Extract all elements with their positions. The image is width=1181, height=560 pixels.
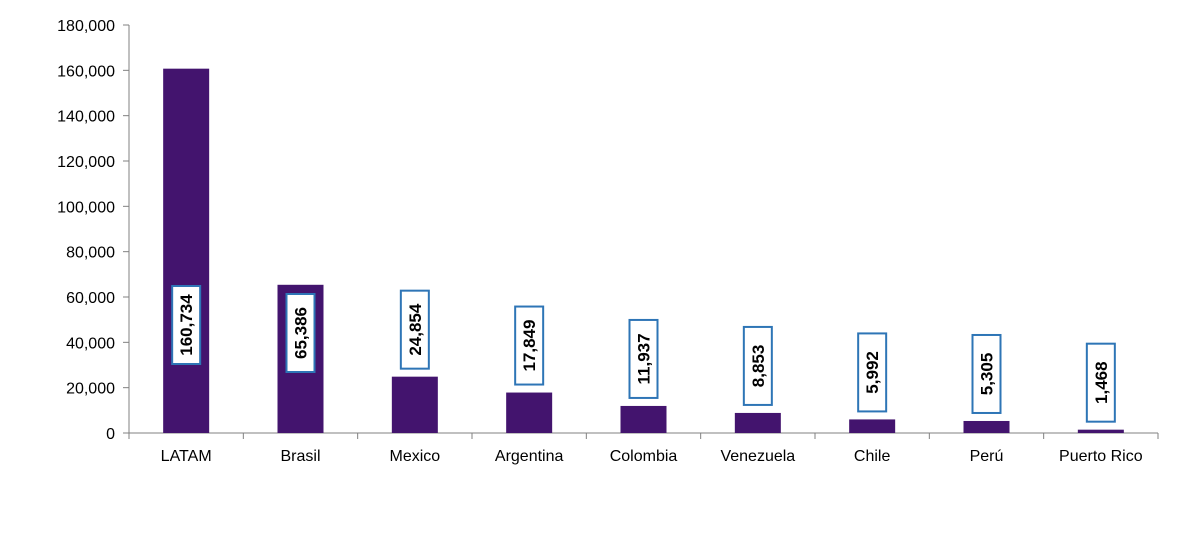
x-tick-label: LATAM (161, 448, 212, 465)
data-label: 65,386 (292, 307, 311, 359)
x-tick-label: Colombia (610, 448, 678, 465)
y-tick-label: 60,000 (66, 290, 115, 307)
data-label: 160,734 (177, 294, 196, 356)
data-label: 17,849 (520, 320, 539, 372)
data-label: 5,992 (863, 351, 882, 394)
bar (963, 420, 1010, 433)
data-label-box (1085, 342, 1116, 423)
data-label-box (399, 289, 430, 370)
y-tick-label: 180,000 (57, 18, 115, 35)
x-tick-label: Brasil (280, 448, 320, 465)
data-labels: 160,734 65,386 24,854 17,849 11,937 8,853 5,99… (171, 285, 1116, 423)
data-label-box (742, 325, 773, 406)
bar (849, 419, 896, 433)
y-axis: 0 20,000 40,000 60,000 80,000 100,000 120,000 1… (57, 18, 130, 443)
bar (734, 412, 781, 433)
x-axis: LATAM Brasil Mexico Argentina Colombia Venezu… (128, 432, 1159, 465)
x-tick-label: Puerto Rico (1059, 448, 1143, 465)
bar (163, 68, 210, 433)
y-tick-label: 20,000 (66, 381, 115, 398)
y-tick-label: 140,000 (57, 109, 115, 126)
bar (506, 392, 553, 433)
data-label-box (171, 285, 202, 365)
y-tick-label: 100,000 (57, 199, 115, 216)
data-label-box (514, 305, 545, 386)
x-tick-label: Argentina (495, 448, 564, 465)
bar (1077, 429, 1124, 433)
data-label-box (971, 333, 1002, 414)
x-tick-label: Perú (970, 448, 1004, 465)
data-label-box (628, 318, 659, 399)
bar (620, 405, 667, 433)
bar (391, 376, 438, 433)
x-tick-label: Venezuela (720, 448, 795, 465)
data-label: 24,854 (406, 303, 425, 356)
data-label: 1,468 (1092, 361, 1111, 404)
data-label-box (285, 293, 316, 373)
data-label-box (857, 332, 888, 413)
x-tick-label: Chile (854, 448, 891, 465)
data-label: 8,853 (749, 345, 768, 388)
y-tick-label: 80,000 (66, 245, 115, 262)
x-tick-label: Mexico (389, 448, 440, 465)
y-tick-label: 40,000 (66, 335, 115, 352)
y-tick-label: 0 (106, 426, 115, 443)
data-label: 11,937 (635, 333, 654, 384)
y-tick-label: 160,000 (57, 63, 115, 80)
y-tick-label: 120,000 (57, 154, 115, 171)
data-label: 5,305 (978, 353, 997, 396)
